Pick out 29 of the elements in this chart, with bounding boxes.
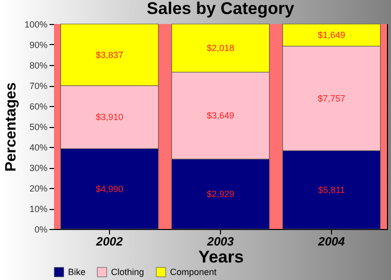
- x-tick-label: 2004: [317, 234, 346, 248]
- annotation: $4,990: [96, 184, 124, 194]
- annotation: $2,929: [206, 189, 234, 200]
- legend-label: Component: [170, 267, 218, 278]
- y-tick-label: 80%: [29, 60, 48, 70]
- y-tick-label: 40%: [29, 142, 48, 152]
- x-axis-title: Years: [198, 248, 244, 266]
- y-tick-label: 100%: [24, 20, 48, 30]
- annotation: $3,649: [206, 110, 234, 121]
- chart-title: Sales by Category: [146, 0, 295, 18]
- y-tick-label: 0%: [34, 224, 48, 234]
- legend-label: Bike: [68, 267, 86, 278]
- y-axis-title: Percentages: [2, 82, 20, 172]
- y-tick-label: 50%: [29, 122, 48, 132]
- y-tick-label: 90%: [29, 40, 48, 50]
- y-tick-label: 70%: [29, 81, 48, 91]
- annotation: $2,018: [206, 43, 234, 54]
- x-tick-label: 2002: [95, 234, 124, 248]
- annotation: $3,837: [96, 50, 124, 60]
- annotation: $3,910: [96, 112, 124, 122]
- legend-label: Clothing: [111, 267, 144, 278]
- annotation: $5,811: [318, 184, 345, 195]
- y-tick-label: 30%: [29, 163, 48, 173]
- annotation: $1,649: [318, 30, 346, 40]
- annotation: $7,757: [318, 93, 346, 104]
- y-tick-label: 60%: [29, 102, 48, 112]
- x-tick-label: 2003: [206, 234, 234, 248]
- y-tick-label: 10%: [29, 204, 48, 214]
- y-tick-label: 20%: [29, 184, 48, 194]
